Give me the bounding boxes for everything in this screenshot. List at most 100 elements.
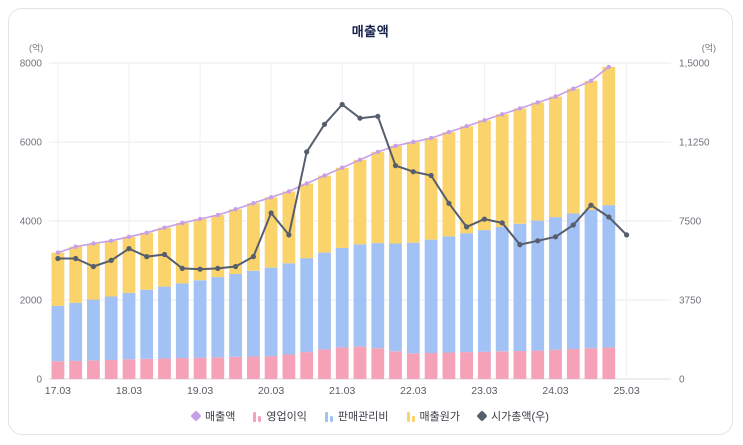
bar-segment [495,226,509,352]
x-axis-tick: 23.03 [471,385,497,397]
marketcap-line-marker [392,163,399,169]
bar-segment [51,252,65,306]
marketcap-line-marker [481,216,487,222]
bar-segment [442,352,456,379]
bar-segment [193,357,207,379]
bar-segment [389,243,402,352]
chart-canvas: 0 0 2000 3750 4000 7500 6000 1,1250 8000 1,5000 17… [20,59,710,398]
x-axis-tick: 17.03 [45,385,71,397]
bar-segment [442,236,456,353]
bar-segment [318,349,331,379]
bar-segment [51,361,65,379]
marketcap-line-marker [108,257,114,263]
legend-item-0[interactable]: 매출액 [190,408,235,424]
marketcap-line-marker [624,232,630,238]
bar-segment [371,243,385,349]
legend-bars-icon [324,411,333,422]
bar-segment [406,142,420,243]
revenue-line [55,64,611,255]
bar-segment [247,270,260,357]
revenue-line-marker [482,118,487,123]
marketcap-line-marker [233,263,239,270]
bar-segment [424,138,438,240]
marketcap-line-marker [144,254,150,260]
bar-segment [229,356,242,379]
bar-segment [175,223,189,284]
revenue-line-marker [517,106,523,111]
bar-segment [264,356,278,379]
revenue-line-marker [535,100,540,105]
bar-segment [353,244,367,347]
marketcap-line-marker [606,214,612,220]
bar-segment [140,358,154,379]
bar-segment [424,352,438,379]
marketcap-line-marker [446,200,452,206]
bar-segment [140,289,154,359]
right-axis-tick: 3750 [679,296,702,307]
marketcap-line-marker [55,255,61,262]
bar-segment [300,258,314,353]
marketcap-line-marker [428,172,434,179]
marketcap-line-marker [357,115,363,121]
legend-bars-icon [406,411,415,422]
revenue-line-marker [73,244,78,249]
marketcap-line-marker [197,266,203,272]
revenue-line-marker [144,230,149,235]
revenue-line-marker [162,225,167,230]
bar-segment [513,108,527,224]
bar-segment [211,277,225,358]
legend-label: 영업이익 [266,411,307,423]
bar-segment [549,96,562,218]
bar-segment [566,88,580,214]
marketcap-line-marker [286,232,292,238]
legend-item-1[interactable]: 영업이익 [253,408,307,424]
bar-segment [140,232,154,290]
legend-item-4[interactable]: 시가총액(우) [476,408,549,424]
legend-diamond-icon [476,410,488,422]
marketcap-line-marker [535,238,541,244]
bar-segment [602,66,616,206]
revenue-line-marker [286,189,292,194]
marketcap-line-marker [250,254,256,260]
revenue-line-marker [411,139,416,145]
revenue-line-marker [606,64,611,70]
bar-segment [389,145,402,244]
legend-item-3[interactable]: 매출원가 [406,408,460,424]
bar-segment [229,273,242,357]
marketcap-line-marker [499,220,505,226]
bar-segment [104,296,118,360]
bar-segment [335,167,349,248]
legend-item-2[interactable]: 판매관리비 [324,408,389,424]
chart-card: 매출액 (억) (억) 0 0 2000 3750 4000 7500 6000 1,1250… [8,8,733,435]
bar-segment [87,360,100,379]
bar-segment [122,292,136,360]
bar-segment [318,252,331,350]
marketcap-line-marker [90,263,96,270]
marketcap-line-marker [570,222,576,228]
revenue-line-marker [126,234,132,239]
bar-segment [584,209,598,349]
chart-title: 매출액 [351,24,390,39]
left-axis-tick: 2000 [20,296,43,307]
x-axis-tick: 18.03 [116,385,142,397]
bar-segment [335,347,349,379]
bar-segment [69,360,83,379]
bar-segment [371,348,385,379]
revenue-line-marker [357,157,363,162]
marketcap-line-marker [215,265,221,271]
revenue-line-marker [322,173,327,178]
marketcap-line-marker [464,224,470,230]
marketcap-line-marker [588,202,594,208]
revenue-line-marker [500,112,505,117]
bar-segment [104,240,118,297]
legend-label: 판매관리비 [337,411,389,423]
x-axis-tick: 19.03 [187,385,213,397]
revenue-line-marker [251,201,256,206]
right-axis-tick: 0 [679,375,685,386]
revenue-line-marker [55,250,61,255]
right-axis-tick: 1,1250 [679,138,710,149]
marketcap-line-marker [552,234,559,240]
left-axis-tick: 8000 [20,59,43,70]
bar-segment [229,209,242,274]
